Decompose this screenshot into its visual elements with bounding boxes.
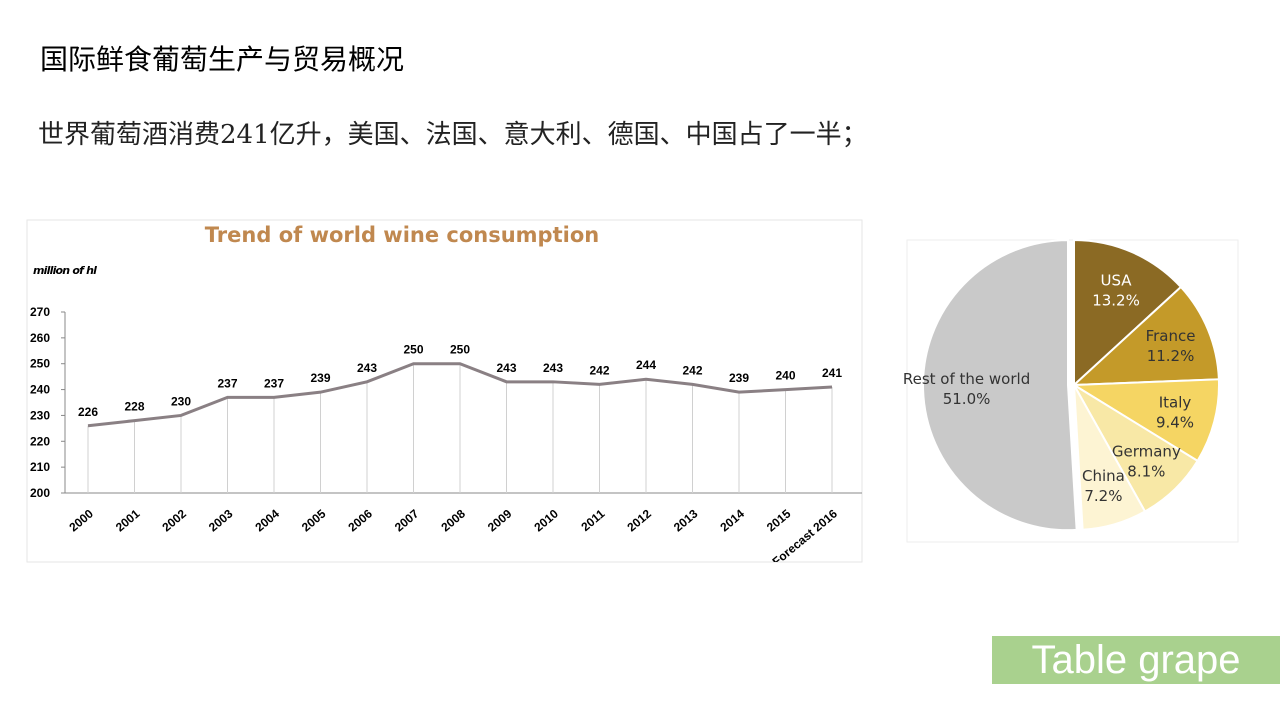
data-label: 228 [124,400,144,414]
data-label: 242 [682,363,702,377]
data-label: 241 [822,366,842,380]
data-label: 244 [636,358,656,372]
slice-label: Italy [1159,393,1192,411]
pie-slice [1073,384,1147,531]
data-label: 230 [171,394,191,408]
pie-slice [921,239,1078,532]
y-tick-label: 200 [30,486,50,500]
chart-title: Trend of world wine consumption [205,223,599,247]
data-label: 243 [496,361,516,375]
slice-label: France [1146,327,1196,345]
table-grape-button[interactable]: Table grape [992,636,1280,684]
slice-label: Germany [1112,442,1181,460]
y-tick-label: 210 [30,460,50,474]
slice-label: USA [1101,271,1133,289]
y-tick-label: 220 [30,434,50,448]
data-label: 243 [357,361,377,375]
data-label: 250 [450,343,470,357]
y-tick-label: 250 [30,357,50,371]
data-label: 237 [264,376,284,390]
slide-title: 国际鲜食葡萄生产与贸易概况 [40,43,405,76]
pie-slice [1071,285,1220,387]
data-label: 237 [217,376,237,390]
slice-value-label: 11.2% [1147,347,1195,365]
y-axis-label: million of hl [33,264,97,277]
pie-slice [1070,378,1220,463]
data-label: 239 [310,371,330,385]
slice-value-label: 8.1% [1127,462,1165,480]
y-tick-label: 240 [30,383,50,397]
data-label: 242 [589,363,609,377]
slice-label: Rest of the world [903,370,1030,388]
slice-value-label: 13.2% [1092,291,1140,309]
data-label: 240 [775,369,795,383]
y-tick-label: 230 [30,408,50,422]
data-label: 226 [78,405,98,419]
slice-label: China [1082,467,1125,485]
slice-value-label: 7.2% [1084,487,1122,505]
y-tick-label: 270 [30,305,50,319]
line-chart-frame [26,219,863,563]
trend-line [87,362,833,428]
slice-value-label: 51.0% [943,390,991,408]
data-label: 250 [403,343,423,357]
y-tick-label: 260 [30,331,50,345]
data-label: 239 [729,371,749,385]
data-label: 243 [543,361,563,375]
slice-value-label: 9.4% [1156,413,1194,431]
slide-subtitle: 世界葡萄酒消费241亿升，美国、法国、意大利、德国、中国占了一半； [38,120,868,150]
pie-slice [1073,238,1183,388]
